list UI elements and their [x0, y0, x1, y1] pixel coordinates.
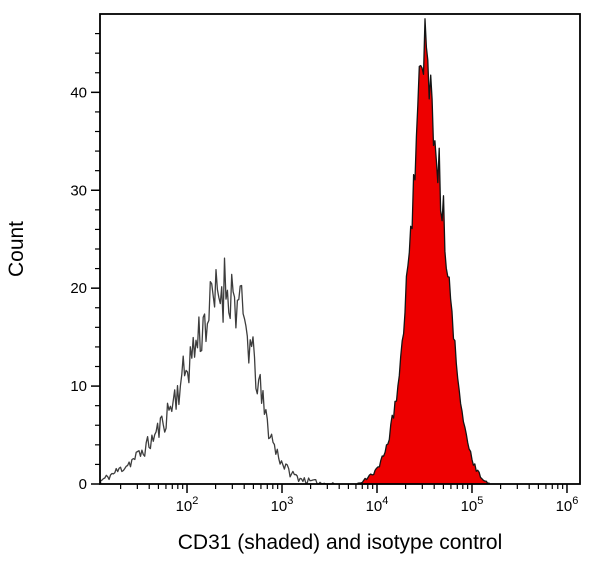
series-isotype-control — [99, 257, 335, 485]
y-tick-label: 30 — [70, 182, 87, 199]
x-tick-label: 106 — [556, 495, 579, 515]
x-tick-label: 103 — [271, 495, 294, 515]
y-tick-label: 40 — [70, 84, 87, 101]
series-layer — [99, 18, 490, 485]
plot-border — [99, 13, 581, 485]
x-axis-ticks: 102 103 104 105 106 — [120, 484, 579, 515]
y-tick-label: 10 — [70, 378, 87, 395]
x-axis-title: CD31 (shaded) and isotype control — [177, 531, 503, 554]
x-tick-label: 104 — [366, 495, 389, 515]
y-axis-ticks: 0 10 20 30 40 — [70, 32, 100, 493]
y-tick-label: 0 — [79, 476, 87, 493]
x-tick-label: 102 — [176, 495, 199, 515]
series-CD31 — [357, 18, 490, 485]
y-tick-label: 20 — [70, 280, 87, 297]
x-tick-label: 105 — [461, 495, 484, 515]
